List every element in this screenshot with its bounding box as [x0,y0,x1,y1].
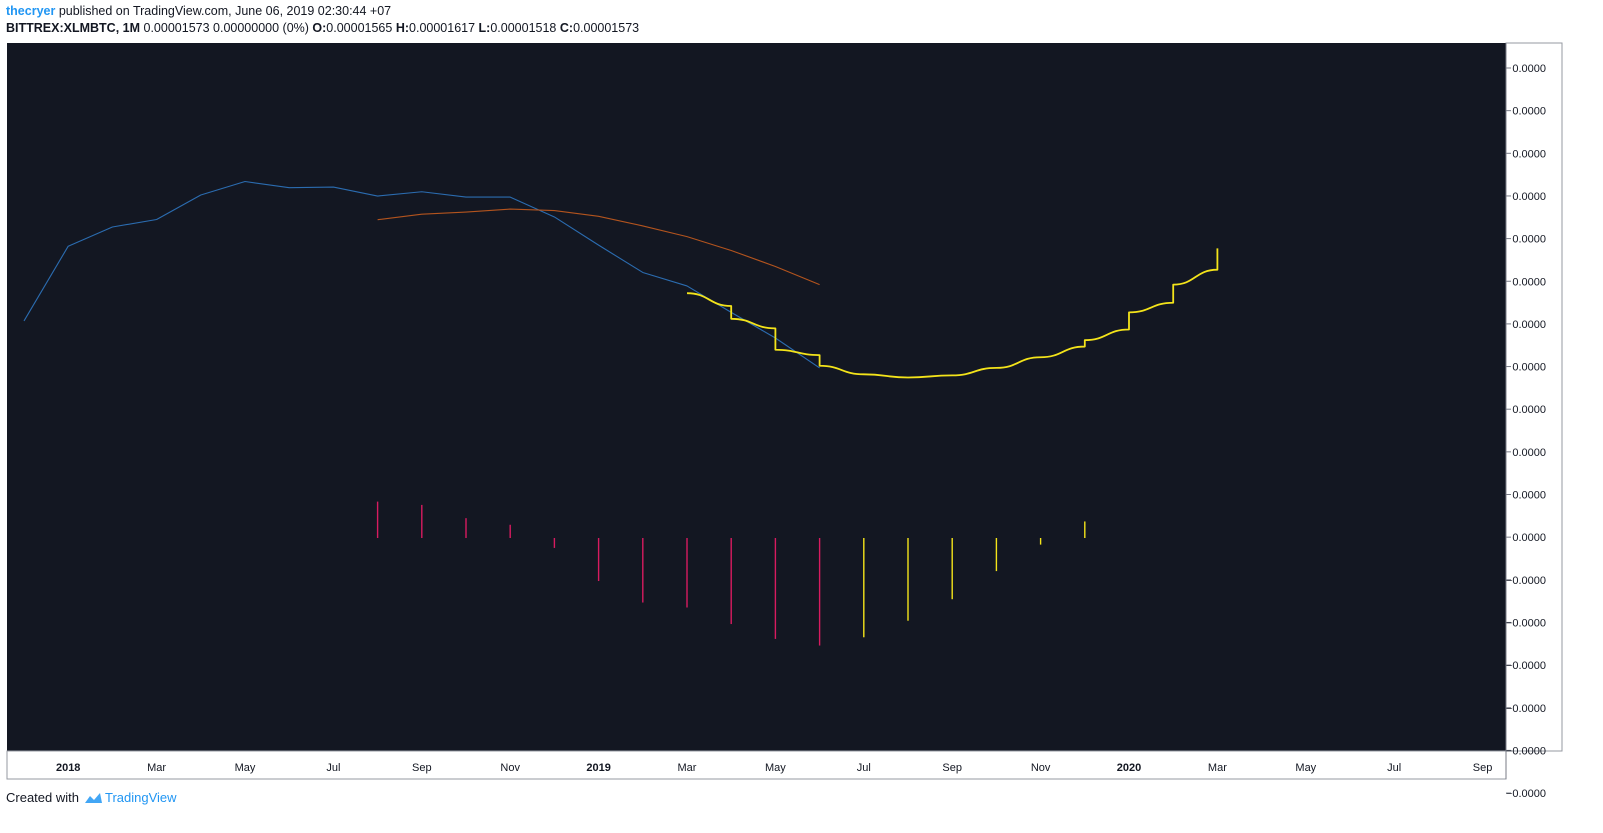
series-line-2 [377,208,820,286]
x-tick-label: Jul [857,762,871,774]
x-tick-label: Nov [1031,762,1051,774]
x-tick-label: Mar [1208,762,1227,774]
series-line-1 [23,180,820,369]
x-tick-label: 2020 [1117,762,1141,774]
y-tick-label: 0.0000 [1512,447,1546,459]
x-tick-label: May [1295,762,1316,774]
y-tick-label: −0.0000 [1506,745,1546,757]
created-with-label: Created with [6,790,79,805]
open-label: O: [312,21,327,35]
y-tick-label: −0.0000 [1506,575,1546,587]
y-tick-label: 0.0000 [1512,276,1546,288]
publish-info: published on TradingView.com, June 06, 2… [55,4,392,18]
x-tick-label: Mar [147,762,166,774]
x-tick-label: Sep [942,762,962,774]
low-value: 0.00001518 [490,21,560,35]
symbol-label: BITTREX:XLMBTC, 1M [6,21,141,35]
y-tick-label: 0.0000 [1512,490,1546,502]
y-tick-label: −0.0000 [1506,703,1546,715]
x-tick-label: 2019 [586,762,610,774]
y-tick-label: −0.0000 [1506,617,1546,629]
y-tick-label: −0.0000 [1506,788,1546,800]
high-label: H: [395,21,410,35]
series-line-3 [686,248,1219,379]
x-tick-label: Nov [500,762,520,774]
y-tick-label: 0.0000 [1512,234,1546,246]
x-tick-label: May [235,762,256,774]
x-tick-label: Sep [1473,762,1493,774]
y-tick-label: 0.0000 [1512,191,1546,203]
tradingview-cloud-icon [84,792,102,803]
author-link[interactable]: thecryer [6,4,56,18]
x-tick-label: Jul [326,762,340,774]
y-tick-label: 0.0000 [1512,106,1546,118]
x-tick-label: Sep [412,762,432,774]
x-tick-label: May [765,762,786,774]
tradingview-brand-label: TradingView [104,790,177,805]
y-tick-label: 0.0000 [1512,63,1546,75]
low-label: L: [478,21,491,35]
tradingview-logo[interactable]: TradingView [83,790,177,805]
footer: Created with TradingView [6,790,177,805]
plot-background [7,43,1506,751]
y-tick-label: 0.0000 [1512,148,1546,160]
time-axis [6,750,1507,780]
x-tick-label: 2018 [56,762,80,774]
symbol-header: BITTREX:XLMBTC, 1M 0.00001573 0.00000000… [6,21,639,35]
y-tick-label: 0.0000 [1512,319,1546,331]
open-value: 0.00001565 [326,21,396,35]
x-tick-label: Jul [1387,762,1401,774]
y-tick-label: −0.0000 [1506,660,1546,672]
high-value: 0.00001617 [409,21,479,35]
x-tick-label: Mar [678,762,697,774]
publish-header: thecryer published on TradingView.com, J… [6,4,391,18]
close-value: 0.00001573 [573,21,640,35]
quote-value: 0.00001573 0.00000000 (0%) [140,21,313,35]
y-tick-label: 0.0000 [1512,362,1546,374]
close-label: C: [559,21,574,35]
y-tick-label: 0.0000 [1512,404,1546,416]
y-tick-label: 0.0000 [1512,532,1546,544]
